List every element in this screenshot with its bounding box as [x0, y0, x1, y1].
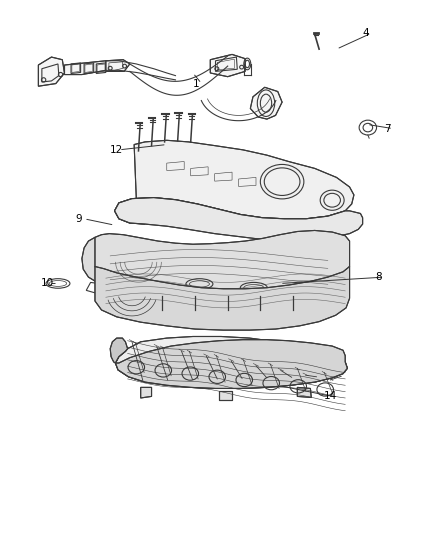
- Polygon shape: [110, 338, 127, 363]
- Polygon shape: [115, 198, 363, 241]
- Polygon shape: [219, 391, 232, 400]
- Polygon shape: [210, 54, 245, 77]
- Polygon shape: [141, 387, 152, 398]
- Text: 12: 12: [110, 145, 124, 155]
- Polygon shape: [64, 61, 106, 75]
- Polygon shape: [116, 340, 347, 389]
- Text: 8: 8: [376, 272, 382, 282]
- Text: 1: 1: [193, 78, 200, 88]
- Text: 10: 10: [41, 278, 54, 288]
- Text: 14: 14: [323, 391, 337, 401]
- Text: 7: 7: [385, 124, 391, 134]
- Polygon shape: [95, 266, 350, 330]
- Polygon shape: [297, 387, 311, 398]
- Polygon shape: [39, 57, 64, 86]
- Polygon shape: [115, 140, 354, 224]
- Polygon shape: [251, 87, 282, 119]
- Polygon shape: [82, 237, 128, 285]
- Text: 4: 4: [363, 28, 369, 38]
- Polygon shape: [95, 230, 350, 296]
- Polygon shape: [106, 60, 130, 71]
- Polygon shape: [116, 336, 347, 389]
- Text: 9: 9: [75, 214, 82, 224]
